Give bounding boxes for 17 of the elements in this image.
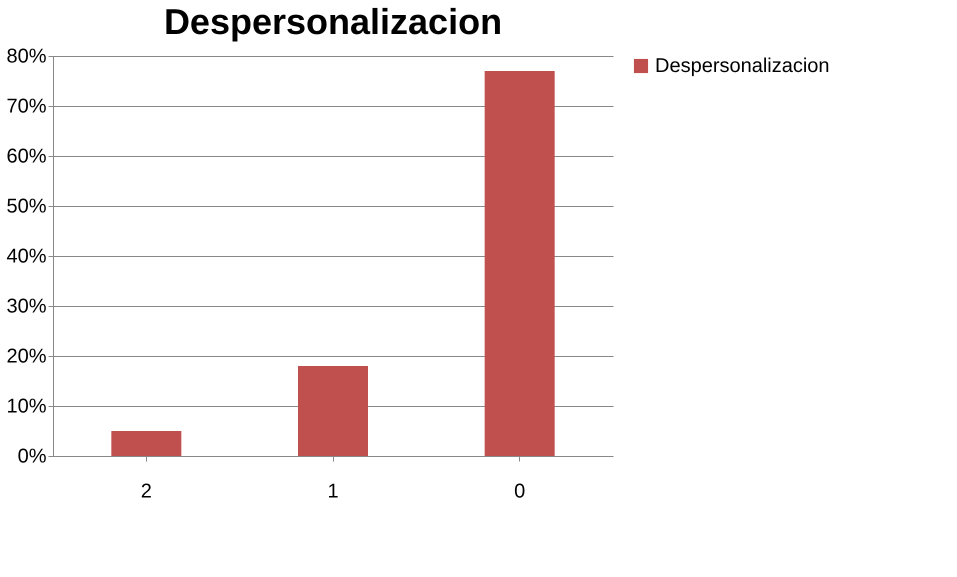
y-tick-label: 60% (6, 146, 47, 168)
bar (484, 71, 555, 456)
y-tick-label: 50% (6, 196, 47, 218)
y-tick-label: 40% (6, 246, 47, 268)
chart-title: Despersonalizacion (164, 1, 502, 42)
y-tick-label: 30% (6, 296, 47, 318)
bar (111, 431, 182, 456)
y-tick-label: 80% (6, 46, 47, 68)
x-tick-label: 0 (514, 480, 526, 502)
y-tick-label: 10% (6, 396, 47, 418)
bar (298, 366, 368, 456)
y-tick-label: 0% (18, 446, 47, 468)
x-tick-label: 1 (327, 480, 339, 502)
y-tick-label: 70% (6, 96, 47, 118)
x-tick-label: 2 (140, 480, 152, 502)
legend-label: Despersonalizacion (655, 55, 830, 77)
y-tick-label: 20% (6, 346, 47, 368)
